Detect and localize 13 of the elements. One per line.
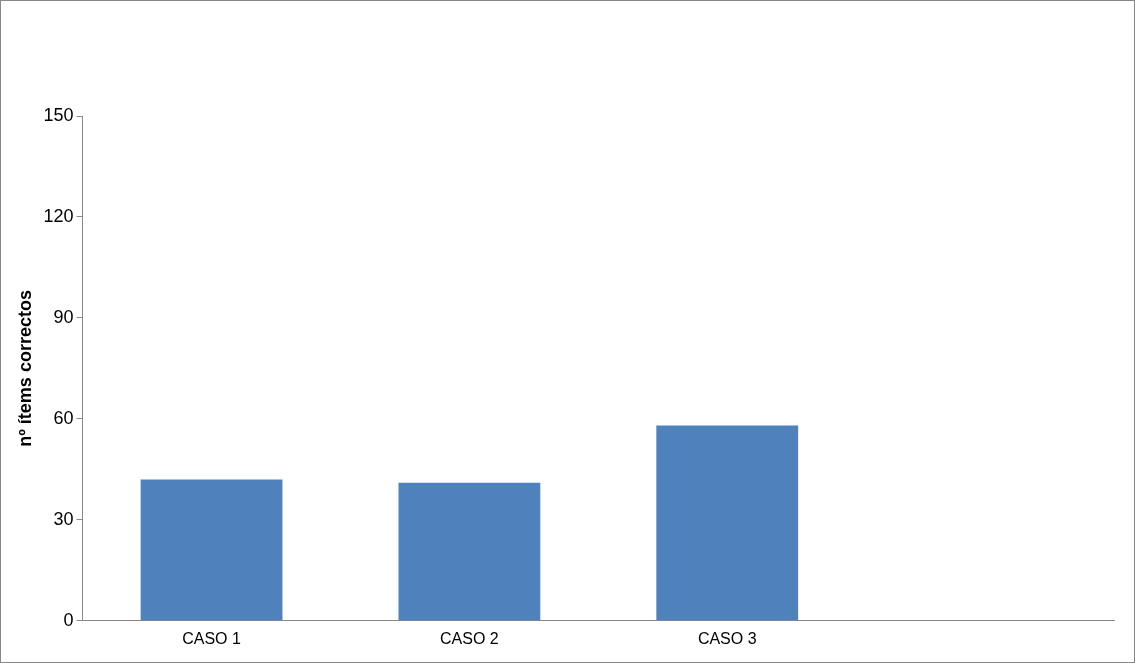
y-tick-label: 0	[63, 609, 74, 630]
x-tick-label: CASO 1	[182, 629, 241, 647]
bar	[398, 482, 541, 621]
y-axis-title: nº ítems correctos	[14, 290, 35, 447]
y-tick-label: 90	[53, 306, 74, 327]
x-tick-label: CASO 3	[697, 629, 757, 647]
bar	[140, 479, 283, 621]
x-tick-label: CASO 2	[440, 629, 499, 647]
y-tick-label: 30	[53, 508, 74, 529]
y-tick-label: 150	[43, 104, 74, 125]
bar	[656, 425, 799, 621]
y-tick-label: 120	[43, 205, 74, 226]
y-tick-label: 60	[53, 407, 74, 428]
